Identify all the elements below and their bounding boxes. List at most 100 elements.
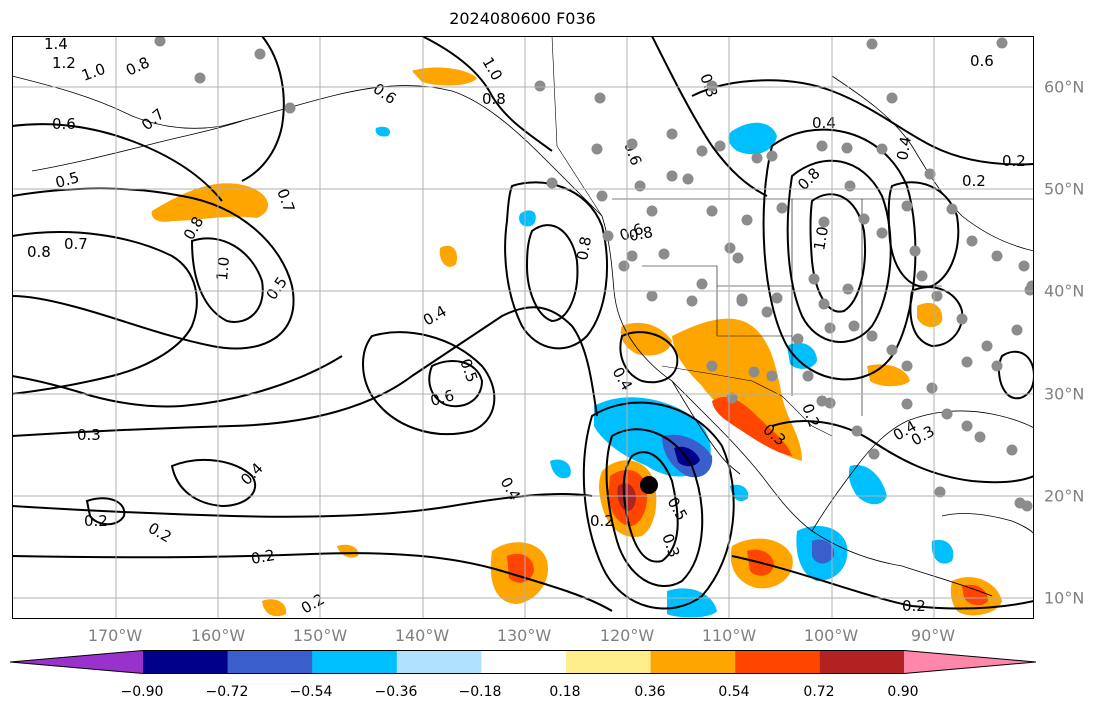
coastline-west-coast — [601, 215, 703, 412]
station-dot — [792, 333, 804, 345]
station-dot — [966, 235, 978, 247]
contour-line-24 — [241, 36, 285, 182]
coastline-aleutians — [31, 120, 243, 172]
colorbar-tick: −0.18 — [458, 684, 502, 700]
station-dot — [844, 180, 856, 192]
shade-red-central — [962, 584, 988, 606]
colorbar-tick: −0.36 — [374, 684, 418, 700]
station-dot — [866, 330, 878, 342]
station-dot — [706, 205, 718, 217]
station-dot — [842, 283, 854, 295]
gridlines — [12, 36, 1034, 619]
station-dot — [696, 278, 708, 290]
contour-label: 0.2 — [902, 597, 926, 615]
station-dot — [736, 295, 748, 307]
station-dot — [646, 290, 658, 302]
lon-label: 90°W — [910, 626, 956, 645]
shade-blue-plains — [787, 342, 817, 369]
station-dot — [851, 425, 863, 437]
station-dot — [916, 270, 928, 282]
borders — [551, 36, 1034, 437]
contour-label: 0.8 — [482, 90, 506, 108]
contour-line-6 — [362, 331, 496, 436]
colorbar-segment — [143, 650, 229, 674]
contour-label: 0.6 — [428, 386, 456, 410]
colorbar-segment — [227, 650, 313, 674]
station-dot — [901, 360, 913, 372]
colorbar-segment — [904, 650, 1036, 674]
map-panel: 1.4 1.2 1.0 0.8 0.6 0.7 0.5 0.8 0.7 0.8 … — [12, 36, 1034, 619]
shade-darkblue-south3 — [812, 539, 835, 564]
storm-center-marker — [640, 476, 658, 494]
colorbar-tick: 0.54 — [718, 684, 750, 700]
lat-label: 60°N — [1044, 77, 1085, 97]
lat-label: 30°N — [1044, 384, 1085, 404]
colorbar-segment — [481, 650, 567, 674]
station-dot — [714, 140, 726, 152]
station-dot — [824, 397, 836, 409]
station-dot — [741, 214, 753, 226]
station-dot — [602, 230, 614, 242]
contour-label: 0.8 — [573, 235, 595, 262]
lon-label: 150°W — [292, 626, 348, 645]
contour-line-16 — [909, 286, 964, 348]
station-dot — [841, 142, 853, 154]
station-dot — [886, 344, 898, 356]
station-dot — [194, 72, 206, 84]
contour-line-9 — [622, 451, 679, 563]
colorbar-segment — [819, 650, 905, 674]
contour-label: 1.4 — [44, 36, 68, 53]
lon-label: 170°W — [87, 626, 143, 645]
station-dot — [724, 242, 736, 254]
station-dot — [802, 370, 814, 382]
lon-label: 110°W — [701, 626, 757, 645]
contour-label: 0.6 — [970, 52, 994, 70]
lat-label: 20°N — [1044, 486, 1085, 506]
station-dot — [996, 37, 1008, 49]
station-dot — [941, 408, 953, 420]
shade-red-sw — [712, 396, 792, 456]
station-dot — [848, 320, 860, 332]
station-dot — [596, 190, 608, 202]
station-dot — [254, 48, 266, 60]
station-dot — [646, 205, 658, 217]
contour-line-30 — [12, 123, 223, 202]
station-dot — [886, 92, 898, 104]
station-dot — [866, 38, 878, 50]
border-us-mexico — [661, 365, 833, 437]
contour-label: 0.2 — [84, 512, 108, 530]
station-dot — [766, 370, 778, 382]
map-frame — [12, 36, 1034, 619]
station-dot — [909, 245, 921, 257]
contour-label: 0.3 — [77, 426, 101, 444]
contour-line-27 — [771, 420, 1034, 484]
contour-label: 0.4 — [893, 135, 915, 162]
station-dot — [751, 152, 763, 164]
contour-line-15 — [887, 181, 960, 288]
contour-line-19 — [12, 552, 613, 612]
contour-line-10 — [605, 428, 704, 587]
station-dot — [771, 292, 783, 304]
contour-line-25 — [651, 36, 768, 197]
colorbar-segment — [10, 650, 143, 674]
coastline-gulf — [811, 410, 1034, 532]
station-dot — [706, 360, 718, 372]
shade-blue-south5 — [931, 539, 954, 564]
station-dot — [634, 180, 646, 192]
station-dot — [961, 356, 973, 368]
lon-label: 140°W — [394, 626, 450, 645]
station-dot — [868, 448, 880, 460]
station-dot — [926, 382, 938, 394]
shade-orange-south6 — [337, 544, 359, 558]
station-dot — [991, 250, 1003, 262]
contour-label: 0.5 — [53, 168, 81, 192]
station-dot — [594, 92, 606, 104]
station-dot — [546, 177, 558, 189]
shade-blue-bc — [728, 122, 777, 155]
contour-label: 1.0 — [213, 256, 233, 281]
contour-label: 1.0 — [810, 225, 832, 252]
shade-blue-bc2 — [519, 210, 536, 227]
lat-label: 50°N — [1044, 179, 1085, 199]
coastline-hudson — [831, 75, 1034, 252]
station-dot — [748, 366, 760, 378]
